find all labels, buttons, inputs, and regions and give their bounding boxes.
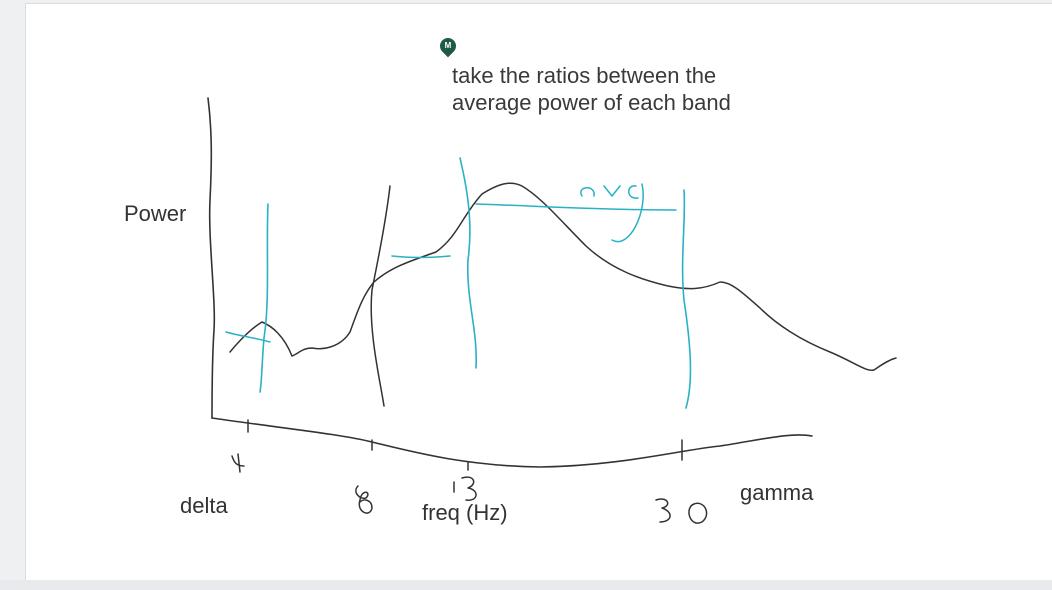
avg-segment-beta bbox=[475, 203, 677, 211]
handwritten-tick-30 bbox=[655, 498, 708, 524]
comment-avatar-icon[interactable]: M bbox=[436, 34, 460, 58]
x-axis-stroke bbox=[211, 417, 813, 468]
bottom-scroll-strip bbox=[0, 580, 1052, 590]
band-label-delta: delta bbox=[180, 493, 228, 518]
band-line-4 bbox=[259, 203, 269, 393]
band-line-13 bbox=[459, 157, 478, 369]
band-line-30 bbox=[681, 189, 692, 409]
band-markers bbox=[259, 157, 692, 409]
y-axis-stroke bbox=[207, 97, 216, 419]
average-power-segments bbox=[225, 183, 677, 343]
x-axis-label: freq (Hz) bbox=[422, 500, 508, 525]
avg-segment-alpha bbox=[391, 255, 451, 259]
comment-line-1: take the ratios between the bbox=[452, 63, 717, 88]
avg-segment-delta bbox=[225, 331, 271, 343]
y-axis-label: Power bbox=[124, 201, 187, 226]
band-line-8 bbox=[370, 185, 391, 407]
power-spectrum-curve bbox=[229, 182, 897, 371]
comment-line-2: average power of each band bbox=[452, 90, 731, 115]
handwritten-tick-13 bbox=[453, 476, 477, 501]
handwritten-tick-8 bbox=[355, 485, 373, 514]
handwritten-tick-4 bbox=[231, 453, 245, 473]
band-label-gamma: gamma bbox=[740, 480, 814, 505]
slide-canvas bbox=[25, 3, 1052, 580]
comment-text: take the ratios between the average powe… bbox=[452, 62, 731, 116]
handwritten-avg-note bbox=[580, 183, 644, 243]
